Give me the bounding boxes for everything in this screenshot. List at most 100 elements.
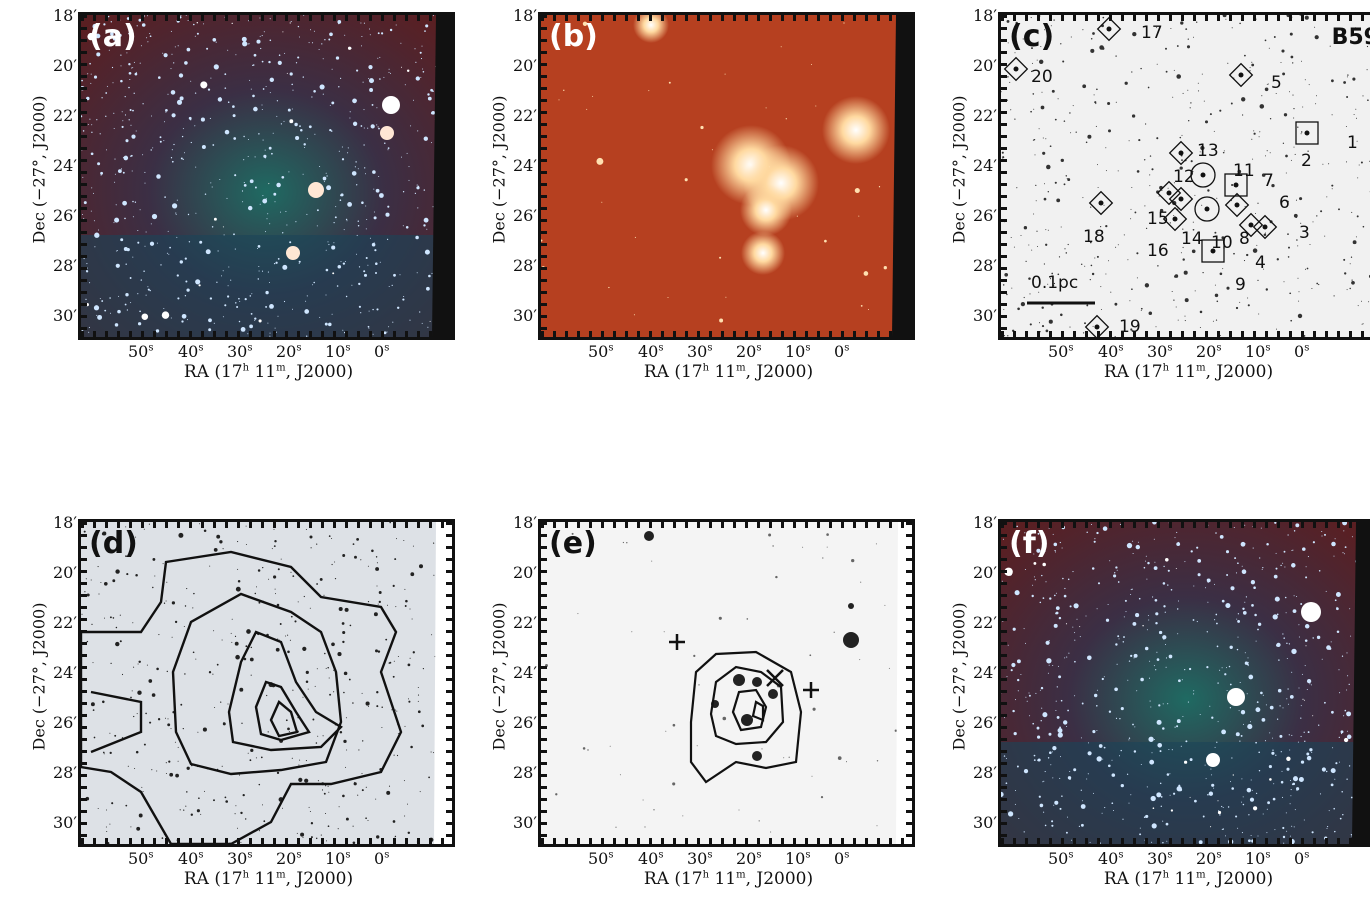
star <box>163 308 164 309</box>
star <box>1318 284 1319 285</box>
star <box>1270 152 1271 153</box>
star <box>172 601 175 604</box>
y-tick-label: 20′ <box>973 56 997 75</box>
star <box>185 295 186 296</box>
star <box>114 735 116 737</box>
star <box>376 107 377 108</box>
star <box>268 579 269 580</box>
star <box>258 133 259 134</box>
star <box>175 46 176 47</box>
star <box>356 538 359 541</box>
star <box>1125 611 1126 612</box>
star <box>171 728 172 729</box>
star <box>160 136 162 138</box>
star <box>223 316 224 317</box>
star <box>354 782 355 783</box>
star <box>190 81 191 82</box>
star <box>1081 264 1082 265</box>
star <box>1105 147 1106 148</box>
star <box>1032 63 1033 64</box>
star <box>1237 649 1238 650</box>
star <box>223 270 224 271</box>
star <box>1117 664 1118 665</box>
star <box>1193 619 1195 621</box>
star <box>358 749 359 750</box>
star <box>1020 674 1021 675</box>
star <box>1291 550 1292 551</box>
star <box>1041 106 1045 110</box>
star <box>1289 292 1291 294</box>
star <box>1262 569 1263 570</box>
star <box>415 236 419 240</box>
star <box>364 127 365 128</box>
star <box>586 109 587 110</box>
star <box>1106 170 1107 171</box>
star <box>1034 755 1036 757</box>
star <box>1012 710 1014 712</box>
panel-c: 18′20′22′24′26′28′30′Dec (−27°, J2000)50… <box>920 0 1370 400</box>
star <box>1201 205 1202 206</box>
star <box>1041 92 1042 93</box>
star <box>1081 824 1084 827</box>
star <box>1269 765 1272 768</box>
star <box>1160 750 1162 752</box>
star <box>122 126 124 128</box>
star <box>1178 320 1179 321</box>
star <box>407 70 409 72</box>
star <box>1251 835 1252 836</box>
star <box>421 725 424 728</box>
y-tick-label: 24′ <box>53 663 77 682</box>
star <box>1154 539 1155 540</box>
x-tick-label: 20s <box>276 849 302 868</box>
scale-bar-label: 0.1pc <box>1031 273 1078 293</box>
star <box>124 247 128 251</box>
star <box>114 182 115 183</box>
star <box>206 249 211 254</box>
star <box>1298 291 1299 292</box>
star <box>1131 288 1133 290</box>
star <box>100 298 101 299</box>
star <box>1166 823 1169 826</box>
star <box>1154 562 1155 563</box>
y-axis-label: Dec (−27°, J2000) <box>490 602 509 752</box>
star <box>1200 327 1201 328</box>
star <box>1225 603 1230 608</box>
star <box>272 548 273 549</box>
star <box>264 31 265 32</box>
star <box>1227 690 1228 691</box>
star <box>1049 597 1051 599</box>
star <box>1307 756 1312 761</box>
star <box>1041 687 1043 689</box>
star <box>1064 657 1065 658</box>
star <box>1243 611 1247 615</box>
star <box>292 309 293 310</box>
star <box>137 230 138 231</box>
star <box>1140 828 1141 829</box>
star <box>325 813 326 814</box>
star <box>1032 93 1034 95</box>
star <box>1176 74 1181 79</box>
star <box>386 791 390 795</box>
star <box>1230 586 1234 590</box>
star <box>1278 659 1279 660</box>
axis-ticks <box>1001 331 1370 337</box>
star <box>167 94 168 95</box>
star <box>1033 562 1036 565</box>
star <box>400 43 401 44</box>
star <box>1129 300 1130 301</box>
star <box>184 673 185 674</box>
star <box>1351 279 1352 280</box>
star <box>265 157 266 158</box>
star <box>350 625 352 627</box>
star <box>1074 640 1075 641</box>
star <box>171 68 172 69</box>
star <box>349 679 351 681</box>
star <box>1073 768 1076 771</box>
star <box>1214 131 1215 132</box>
star <box>372 170 376 174</box>
star <box>1058 675 1061 678</box>
star <box>433 543 434 544</box>
star <box>1281 781 1284 784</box>
star <box>1086 142 1088 144</box>
star <box>401 157 402 158</box>
